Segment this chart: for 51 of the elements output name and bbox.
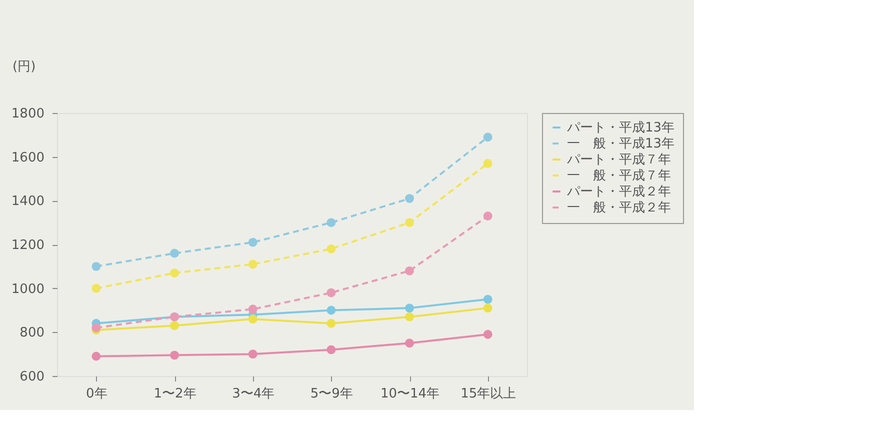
point xyxy=(405,194,414,203)
point xyxy=(326,318,336,328)
legend-label: 一 般・平成２年 xyxy=(567,200,671,216)
x-tick-label: 10〜14年 xyxy=(380,386,440,402)
point xyxy=(248,350,258,359)
x-tick-label: 5〜9年 xyxy=(310,386,353,402)
point xyxy=(405,266,414,276)
y-tick-label: 800 xyxy=(20,326,44,341)
point xyxy=(248,238,258,247)
legend-label: パート・平成13年 xyxy=(566,120,675,136)
legend-label: 一 般・平成７年 xyxy=(567,168,671,184)
point xyxy=(326,306,336,315)
y-tick-label: 1000 xyxy=(11,282,44,297)
point xyxy=(483,132,492,142)
point xyxy=(170,321,179,330)
point xyxy=(170,350,179,360)
point xyxy=(92,352,101,361)
point xyxy=(92,262,101,271)
x-tick-label: 1〜2年 xyxy=(154,386,196,402)
legend-label: パート・平成７年 xyxy=(566,152,671,168)
point xyxy=(92,323,101,332)
point xyxy=(483,158,492,168)
y-tick-label: 1800 xyxy=(11,106,44,122)
x-tick-label: 15年以上 xyxy=(460,386,516,402)
y-tick-label: 1200 xyxy=(11,238,44,253)
x-tick-label: 3〜4年 xyxy=(232,386,275,402)
point xyxy=(248,260,258,269)
point xyxy=(483,304,492,313)
point xyxy=(248,304,258,314)
point xyxy=(326,218,336,228)
legend-label: パート・平成２年 xyxy=(566,184,671,200)
y-axis-title: (円) xyxy=(12,60,36,74)
y-tick-label: 1400 xyxy=(11,194,44,210)
x-tick-label: 0年 xyxy=(86,386,108,402)
point xyxy=(405,312,414,322)
point xyxy=(326,288,336,298)
point xyxy=(92,284,101,293)
legend-label: 一 般・平成13年 xyxy=(567,136,675,152)
point xyxy=(326,244,336,254)
point xyxy=(170,248,179,258)
point xyxy=(483,330,492,339)
point xyxy=(405,304,414,313)
y-tick-label: 1600 xyxy=(11,150,44,166)
point xyxy=(326,345,336,354)
point xyxy=(483,212,492,220)
point xyxy=(248,314,258,324)
y-tick-label: 600 xyxy=(20,370,44,384)
point xyxy=(170,268,179,278)
point xyxy=(483,294,492,304)
point xyxy=(405,338,414,348)
point xyxy=(405,218,414,228)
